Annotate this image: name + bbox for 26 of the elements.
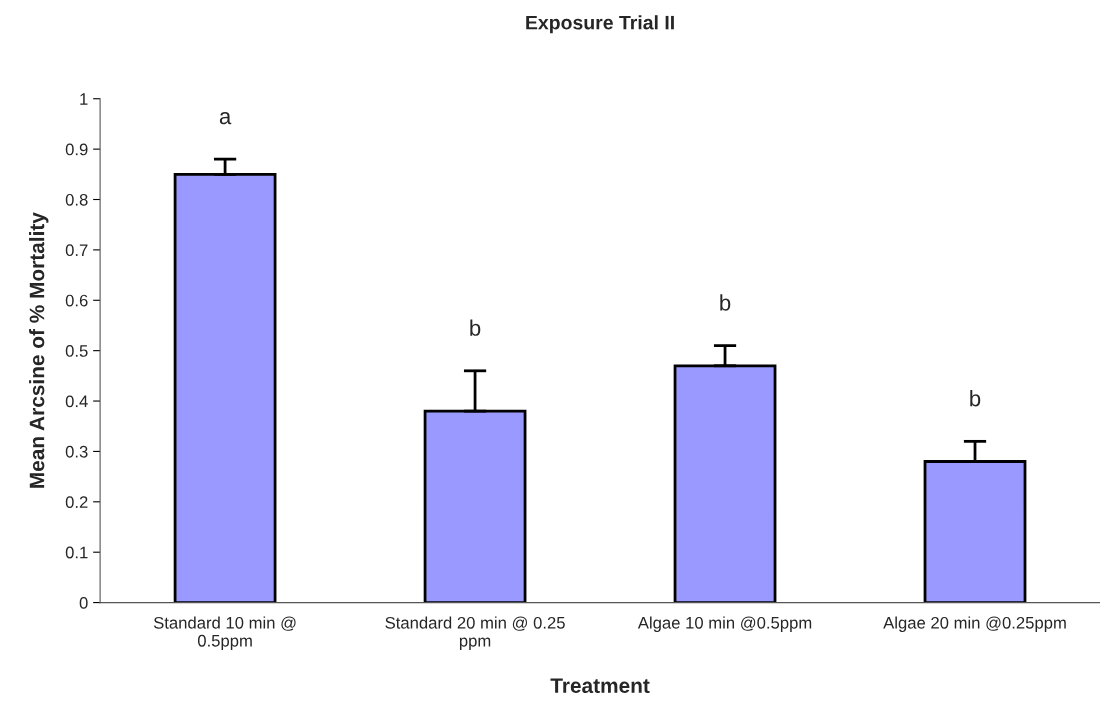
bar: [423, 409, 527, 603]
y-tick-label: 0.4: [65, 395, 88, 408]
annotation: b: [720, 294, 731, 311]
bar: [673, 364, 777, 603]
y-axis-title: Mean Arcsine of % Mortality: [29, 212, 49, 488]
annotation: b: [970, 390, 981, 407]
y-tick-label: 0.7: [65, 244, 88, 257]
y-tick-label: 0.6: [65, 294, 88, 307]
y-tick-label: 0.2: [65, 496, 88, 509]
x-tick-label: Algae 20 min @0.25ppm: [883, 616, 1066, 633]
y-tick-label: 0.8: [65, 193, 88, 206]
y-tick-label: 0.9: [65, 143, 88, 156]
x-tick-label: Standard 10 min @ 0.5ppm: [153, 616, 296, 650]
y-tick-label: 0.3: [65, 445, 88, 458]
y-tick-label: 0.5: [65, 345, 88, 357]
y-tick-label: 0: [79, 596, 88, 609]
annotation: b: [470, 319, 481, 336]
x-tick-label: Algae 10 min @0.5ppm: [637, 616, 812, 633]
y-tick-label: 1: [80, 93, 88, 105]
y-tick-label: 0.1: [65, 546, 88, 559]
x-axis-title: Treatment: [550, 678, 650, 694]
bar: [173, 172, 277, 603]
chart-title: Exposure Trial II: [526, 15, 674, 34]
annotation: a: [219, 112, 232, 125]
bar: [923, 460, 1027, 603]
x-tick-label: Standard 20 min @ 0.25 ppm: [385, 616, 565, 650]
